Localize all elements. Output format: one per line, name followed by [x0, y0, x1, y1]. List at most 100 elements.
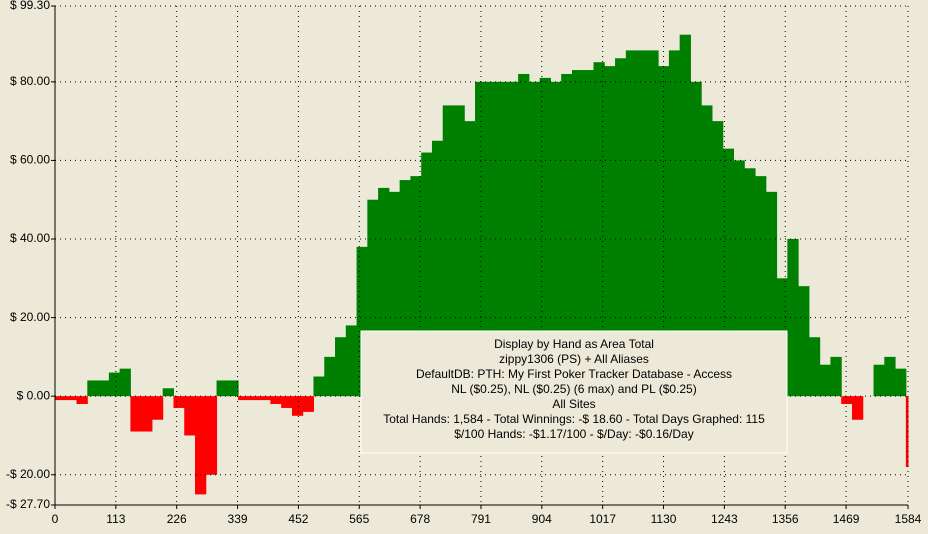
x-tick-label: 678 [410, 512, 430, 526]
bar [216, 380, 228, 397]
bar [270, 396, 282, 405]
x-tick-label: 1130 [651, 512, 677, 526]
bar [195, 396, 207, 495]
bar [851, 396, 864, 420]
bar [442, 105, 454, 397]
bar [410, 176, 422, 397]
bar [905, 396, 909, 467]
x-tick-label: 1356 [772, 512, 799, 526]
bar [119, 368, 131, 397]
bar [701, 105, 713, 397]
bar [76, 396, 88, 405]
bar [755, 176, 767, 397]
bar [485, 81, 498, 397]
bar [808, 337, 821, 397]
y-tick-label: $ 60.00 [10, 153, 50, 167]
bar [647, 50, 659, 397]
bar [819, 364, 831, 397]
x-tick-label: 113 [106, 512, 125, 526]
bar [151, 396, 164, 420]
bar [335, 337, 347, 397]
y-tick-label: $ 80.00 [10, 74, 50, 88]
bar [98, 380, 110, 397]
bar [65, 396, 78, 401]
y-tick-label: $ 20.00 [10, 310, 50, 324]
bar [453, 105, 465, 397]
bar [561, 73, 573, 397]
bar [787, 238, 799, 397]
bar [356, 246, 368, 397]
y-tick-label: -$ 27.70 [6, 497, 50, 511]
x-tick-label: 791 [471, 512, 491, 526]
x-tick-label: 339 [228, 512, 248, 526]
bar [733, 160, 745, 397]
bar [388, 191, 401, 397]
bar [593, 62, 605, 397]
bar [345, 325, 358, 397]
bar [184, 396, 196, 436]
annotation-line: All Sites [552, 397, 595, 411]
bar [281, 396, 293, 408]
bar [205, 396, 218, 475]
bar [884, 356, 896, 397]
x-tick-label: 1469 [833, 512, 860, 526]
y-tick-label: -$ 20.00 [6, 467, 50, 481]
bar [668, 50, 681, 397]
bar [539, 77, 551, 397]
bar [625, 50, 638, 397]
bar [399, 180, 411, 397]
bar [690, 81, 702, 397]
annotation-line: $/100 Hands: -$1.17/100 - $/Day: -$0.16/… [454, 427, 693, 441]
bar [895, 368, 907, 397]
bar [108, 372, 121, 397]
bar [518, 73, 530, 397]
bar [324, 356, 336, 397]
bar [259, 396, 271, 401]
bar [313, 376, 325, 397]
x-tick-label: 1017 [589, 512, 616, 526]
x-tick-label: 565 [349, 512, 369, 526]
bar [798, 286, 810, 397]
bar [173, 396, 185, 408]
annotation-line: DefaultDB: PTH: My First Poker Tracker D… [416, 367, 732, 381]
bar [615, 58, 627, 397]
bar [55, 396, 67, 401]
x-tick-label: 0 [52, 512, 59, 526]
bar [130, 396, 142, 432]
bar [528, 81, 541, 397]
bar [302, 396, 314, 412]
bar [711, 121, 724, 397]
x-tick-label: 452 [288, 512, 308, 526]
annotation-line: Display by Hand as Area Total [494, 337, 654, 351]
y-tick-label: $ 0.00 [17, 388, 51, 402]
bar [550, 81, 562, 397]
bar [765, 191, 778, 397]
bar [162, 388, 174, 397]
annotation-box [360, 330, 788, 454]
bar [496, 81, 508, 397]
bar [431, 140, 444, 397]
x-tick-label: 1243 [711, 512, 738, 526]
bar [227, 380, 239, 397]
bar [141, 396, 153, 432]
bar [507, 81, 519, 397]
y-tick-label: $ 99.30 [10, 0, 50, 12]
x-tick-label: 904 [532, 512, 552, 526]
bar [679, 34, 691, 397]
bar [636, 50, 648, 397]
x-tick-label: 226 [167, 512, 187, 526]
x-tick-label: 1584 [895, 512, 922, 526]
bar [571, 70, 584, 397]
bar [421, 152, 433, 397]
bar [367, 199, 379, 397]
bar [722, 148, 735, 397]
bar [464, 121, 476, 397]
annotation-line: Total Hands: 1,584 - Total Winnings: -$ … [383, 412, 765, 426]
annotation-line: NL ($0.25), NL ($0.25) (6 max) and PL ($… [451, 382, 696, 396]
bar [87, 380, 99, 397]
bar [291, 396, 304, 416]
bar [744, 168, 756, 397]
bar [873, 364, 885, 397]
bar [248, 396, 261, 401]
